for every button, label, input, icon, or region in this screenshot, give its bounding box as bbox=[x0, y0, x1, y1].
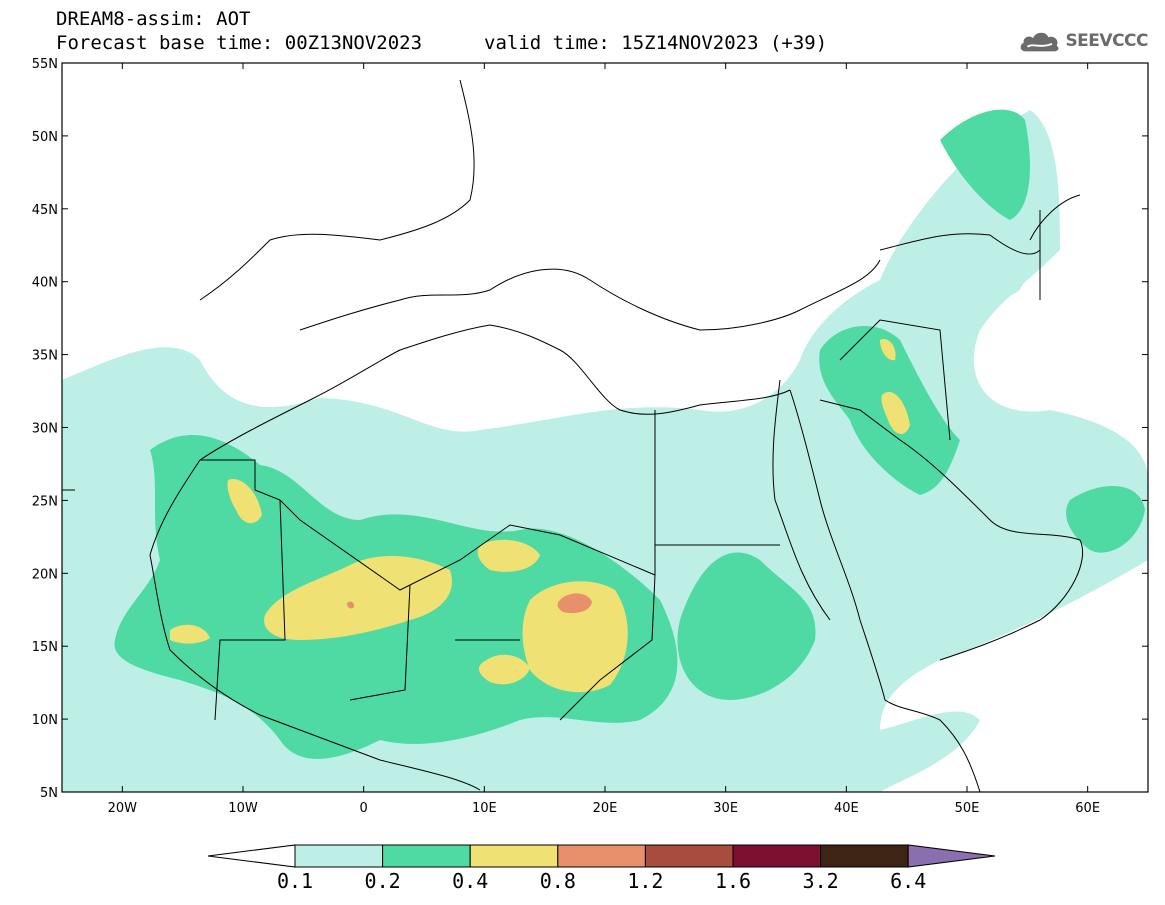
colorbar-label: 0.4 bbox=[452, 869, 488, 893]
aot-band-0.4-iraq bbox=[880, 339, 910, 435]
lat-tick-label: 45N bbox=[32, 203, 58, 218]
colorbar-segment bbox=[382, 844, 471, 868]
lon-tick-label: 40E bbox=[834, 801, 859, 816]
colorbar-label: 0.8 bbox=[540, 869, 576, 893]
coastlines bbox=[62, 79, 1084, 792]
aot-band-0.4-sudan-south bbox=[478, 654, 530, 685]
axis-ticks: 20W 10W 0 10E 20E 30E 40E 50E 60E 55N 50N 45N 40N 35N… bbox=[32, 57, 1148, 816]
colorbar-label: 0.1 bbox=[277, 869, 313, 893]
colorbar-label: 0.2 bbox=[365, 869, 401, 893]
aot-band-0.4-chad bbox=[522, 581, 628, 693]
colorbar-lower-arrow bbox=[207, 844, 296, 868]
lat-tick-label: 5N bbox=[40, 786, 58, 801]
lat-tick-label: 50N bbox=[32, 130, 58, 145]
valid-time-label: valid time: 15Z14NOV2023 (+39) bbox=[484, 32, 828, 54]
aot-band-0.8 bbox=[557, 593, 592, 614]
lon-tick-label: 0 bbox=[360, 801, 368, 816]
lat-tick-label: 40N bbox=[32, 276, 58, 291]
lat-tick-label: 15N bbox=[32, 640, 58, 655]
colorbar-label: 6.4 bbox=[890, 869, 926, 893]
aot-band-0.4-niger bbox=[477, 539, 540, 572]
aot-band-0.2-sudan bbox=[677, 552, 816, 700]
lon-tick-label: 50E bbox=[955, 801, 980, 816]
colorbar: 0.1 0.2 0.4 0.8 1.2 1.6 3.2 6.4 bbox=[207, 844, 996, 893]
aot-band-0.4-mali bbox=[264, 555, 452, 640]
lon-tick-label: 30E bbox=[713, 801, 738, 816]
cloud-icon bbox=[1020, 32, 1059, 52]
aot-field bbox=[62, 109, 1148, 792]
aot-band-0.4-senegal bbox=[170, 624, 210, 644]
lon-tick-label: 20W bbox=[108, 801, 138, 816]
colorbar-segment bbox=[644, 844, 734, 868]
colorbar-segment bbox=[294, 844, 384, 868]
lat-tick-label: 35N bbox=[32, 349, 58, 364]
colorbar-label: 3.2 bbox=[803, 869, 839, 893]
colorbar-segment bbox=[469, 844, 559, 868]
colorbar-segment bbox=[732, 844, 822, 868]
lat-tick-label: 30N bbox=[32, 422, 58, 437]
aot-band-0.8-dot bbox=[347, 601, 355, 609]
lon-tick-label: 10E bbox=[472, 801, 497, 816]
lat-tick-label: 10N bbox=[32, 713, 58, 728]
chart-title: DREAM8-assim: AOT bbox=[56, 8, 251, 30]
colorbar-label: 1.6 bbox=[715, 869, 751, 893]
lon-tick-label: 60E bbox=[1075, 801, 1100, 816]
lat-tick-label: 20N bbox=[32, 567, 58, 582]
lat-tick-label: 25N bbox=[32, 494, 58, 509]
aot-band-0.2-oman bbox=[1066, 486, 1145, 553]
aot-band-0.4-wsahara bbox=[227, 479, 262, 524]
logo-text: SEEVCCC bbox=[1065, 31, 1148, 51]
colorbar-upper-arrow bbox=[907, 844, 996, 868]
lon-tick-label: 10W bbox=[228, 801, 258, 816]
colorbar-segment bbox=[820, 844, 909, 868]
lat-tick-label: 55N bbox=[32, 57, 58, 72]
lon-tick-label: 20E bbox=[593, 801, 618, 816]
colorbar-label: 1.2 bbox=[627, 869, 663, 893]
aot-band-0.2-caspian bbox=[940, 109, 1030, 220]
colorbar-segment bbox=[557, 844, 646, 868]
base-time-label: Forecast base time: 00Z13NOV2023 bbox=[56, 32, 423, 54]
seevccc-logo: SEEVCCC bbox=[1018, 26, 1148, 56]
